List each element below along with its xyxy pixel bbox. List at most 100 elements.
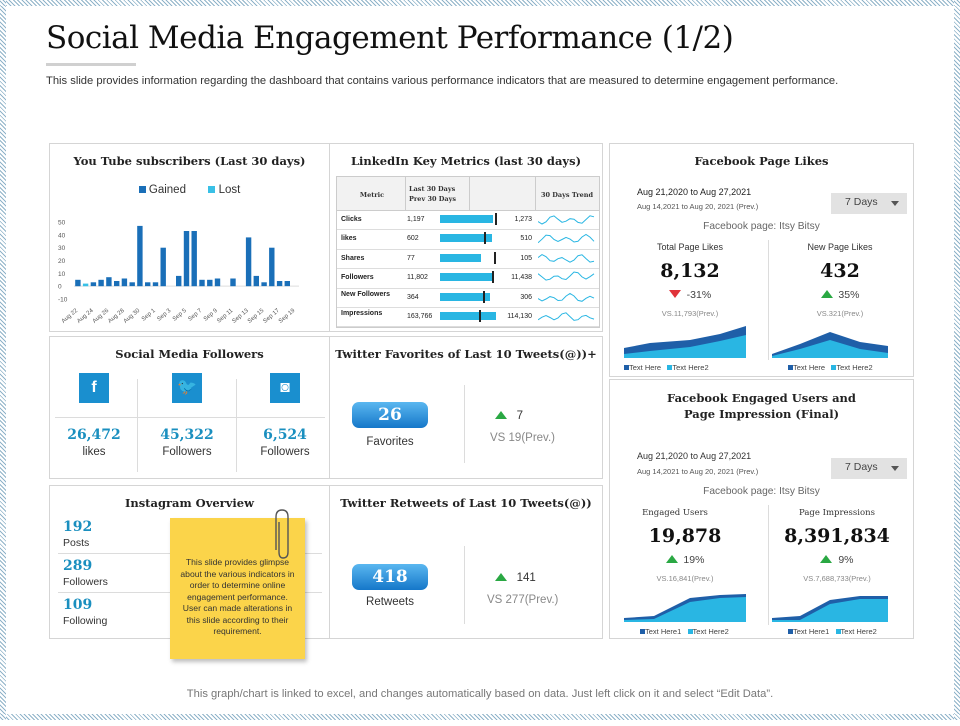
legend-swatch [624, 365, 629, 370]
bar-gained [98, 279, 104, 287]
youtube-title: You Tube subscribers (Last 30 days) [73, 154, 306, 168]
fb-engaged-title: Facebook Engaged Users and Page Impressi… [667, 391, 856, 421]
linkedin-bar-marker [484, 232, 486, 245]
linkedin-row: Followers 11,802 11,438 [337, 268, 599, 289]
linkedin-bar-marker [494, 251, 496, 264]
follower-value: 6,524 [263, 427, 307, 443]
area-impressions-front [772, 599, 888, 622]
sticky-note-text: This slide provides glimpse about the va… [180, 557, 295, 636]
legend-swatch [667, 365, 673, 370]
engaged-users-value: 19,878 [648, 525, 722, 547]
instagram-stat-value: 192 [63, 519, 93, 535]
linkedin-bar-track [440, 232, 496, 245]
bar-gained [75, 279, 81, 287]
total-likes-change: -31% [620, 289, 760, 301]
legend-text-1: Text Here [629, 363, 662, 372]
bar-gained [137, 225, 143, 287]
linkedin-bar-track [440, 290, 496, 303]
linkedin-last: 77 [407, 254, 415, 262]
page-subtitle: This slide provides information regardin… [46, 75, 839, 87]
legend-swatch-lost [208, 186, 216, 193]
linkedin-metric: Followers [341, 274, 374, 282]
new-likes-change: 35% [770, 289, 910, 301]
youtube-panel: You Tube subscribers (Last 30 days) Gain… [49, 143, 330, 332]
bar-gained [106, 277, 112, 287]
linkedin-prev: 11,438 [511, 274, 532, 282]
legend-swatch [687, 629, 693, 634]
linkedin-bar-marker [479, 310, 481, 322]
bar-gained [145, 282, 151, 287]
y-tick-label: -10 [58, 297, 68, 304]
divider [464, 385, 465, 463]
engaged-users-change: 19% [610, 554, 760, 566]
linkedin-trend-sparkline [538, 292, 595, 302]
fb-likes-title: Facebook Page Likes [694, 154, 829, 168]
page-impressions-label: Page Impressions [799, 508, 875, 518]
linkedin-metric: Shares [341, 254, 365, 262]
divider [137, 379, 138, 472]
x-tick-label: Sep 3 [156, 308, 172, 323]
linkedin-bar-marker [495, 213, 497, 225]
up-arrow-icon [820, 290, 833, 298]
retweets-value: 418 [352, 564, 428, 590]
linkedin-metric: Clicks [341, 216, 362, 223]
x-tick-label: Sep 19 [278, 308, 297, 325]
legend-text-1: Text Here1 [793, 627, 830, 636]
favorites-prev: VS 19(Prev.) [490, 432, 555, 444]
instagram-stat-label: Followers [63, 576, 108, 588]
new-likes-prev: VS.321(Prev.) [816, 309, 864, 318]
page-impressions-value: 8,391,834 [784, 525, 890, 547]
y-tick-label: 50 [58, 220, 66, 227]
retweets-change-value: 141 [516, 572, 536, 584]
legend-gained: Gained [148, 184, 186, 196]
up-arrow-icon [820, 555, 833, 563]
instagram-icon[interactable]: ◙ [270, 373, 300, 403]
facebook-icon[interactable]: f [79, 373, 109, 403]
twitter-icon[interactable]: 🐦 [172, 373, 202, 403]
bar-gained [269, 247, 275, 287]
follower-label: Followers [260, 446, 310, 458]
twitter-icon-glyph: 🐦 [177, 379, 197, 396]
bar-gained [245, 237, 252, 287]
linkedin-prev: 306 [520, 293, 532, 301]
area-new-likes-front [772, 340, 888, 358]
bar-gained [191, 231, 197, 287]
linkedin-bar-fill [440, 234, 492, 243]
linkedin-bar-track [440, 310, 496, 322]
y-tick-label: 20 [58, 258, 66, 265]
chevron-down-icon [891, 201, 899, 206]
linkedin-header-row: Metric Last 30 Days Prev 30 Days 30 Days… [337, 177, 599, 211]
instagram-stat-label: Following [63, 615, 108, 627]
linkedin-trend-sparkline [538, 234, 595, 244]
linkedin-header-period: Last 30 Days Prev 30 Days [409, 185, 457, 203]
x-tick-label: Sep 5 [172, 308, 188, 323]
fb-engaged-period-dropdown[interactable]: 7 Days [831, 458, 907, 479]
linkedin-panel: LinkedIn Key Metrics (last 30 days) Metr… [329, 143, 603, 332]
fb-likes-period-dropdown[interactable]: 7 Days [831, 193, 907, 214]
instagram-title: Instagram Overview [124, 496, 255, 510]
fb-likes-page: Facebook page: Itsy Bitsy [703, 221, 820, 232]
divider [464, 546, 465, 624]
linkedin-trend-sparkline [538, 253, 595, 263]
linkedin-last: 364 [407, 293, 419, 301]
up-arrow-icon [495, 573, 507, 581]
follower-label: Followers [162, 446, 212, 458]
bar-gained [199, 279, 205, 287]
linkedin-prev: 1,273 [514, 216, 532, 223]
footer-note: This graph/chart is linked to excel, and… [186, 688, 774, 700]
y-tick-label: 0 [58, 284, 62, 291]
title-underline [46, 63, 136, 66]
legend-lost: Lost [218, 184, 241, 196]
slide: Social Media Engagement Performance (1/2… [6, 6, 954, 714]
fb-engaged-dropdown-value: 7 Days [845, 461, 878, 473]
retweets-change: 141 [495, 572, 536, 584]
page-impressions-change: 9% [762, 554, 912, 566]
instagram-stat-value: 289 [63, 558, 93, 574]
fb-engaged-prev-range: Aug 14,2021 to Aug 20, 2021 (Prev.) [637, 467, 759, 476]
new-likes-change-value: 35% [838, 289, 860, 301]
y-tick-label: 40 [58, 232, 66, 239]
engaged-users-prev: VS.16,841(Prev.) [656, 574, 714, 583]
linkedin-last: 1,197 [407, 216, 425, 223]
legend-swatch [788, 629, 793, 634]
